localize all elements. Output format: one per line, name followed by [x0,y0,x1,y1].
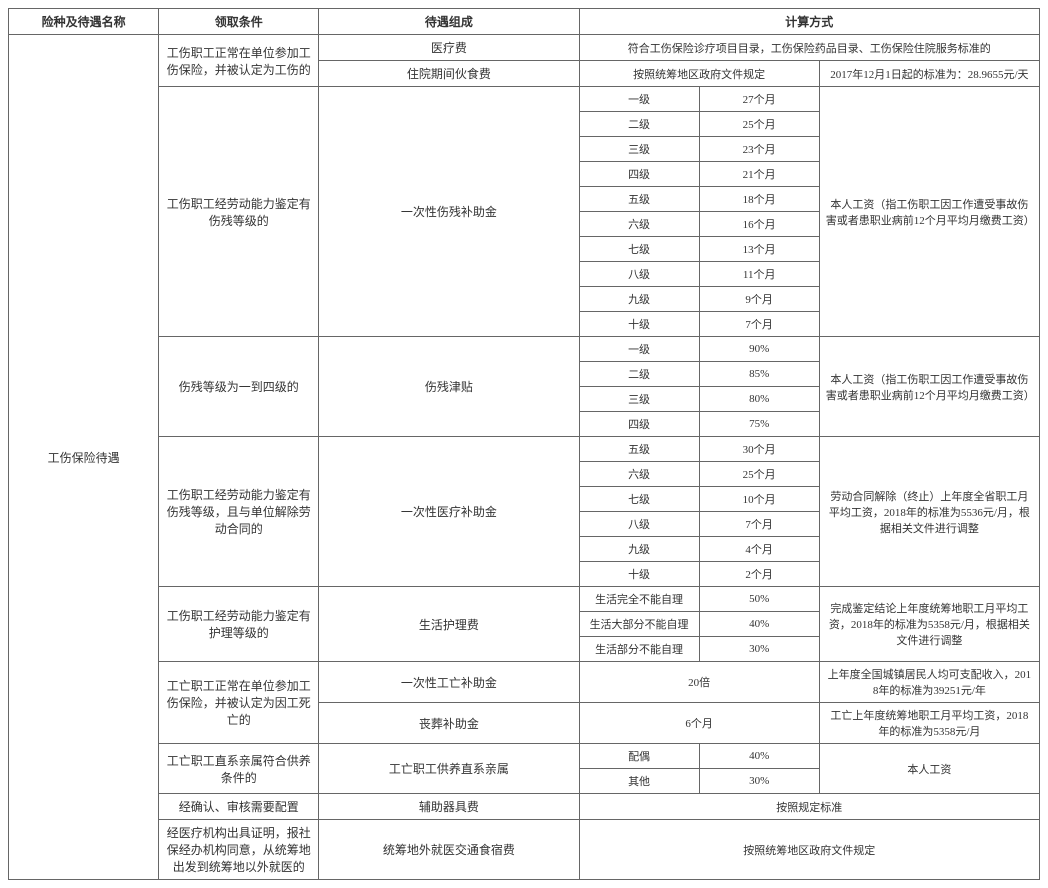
level: 三级 [579,137,699,162]
header-calc: 计算方式 [579,9,1039,35]
condition: 工伤职工经劳动能力鉴定有护理等级的 [159,587,319,662]
condition: 经确认、审核需要配置 [159,794,319,820]
condition: 工伤职工正常在单位参加工伤保险，并被认定为工伤的 [159,35,319,87]
item: 住院期间伙食费 [319,61,579,87]
calc: 符合工伤保险诊疗项目目录，工伤保险药品目录、工伤保险住院服务标准的 [579,35,1039,61]
value: 90% [699,337,819,362]
value: 10个月 [699,487,819,512]
condition: 经医疗机构出具证明，报社保经办机构同意，从统筹地出发到统筹地以外就医的 [159,820,319,880]
value: 13个月 [699,237,819,262]
level: 一级 [579,87,699,112]
level: 九级 [579,287,699,312]
level: 八级 [579,512,699,537]
level: 七级 [579,237,699,262]
note: 本人工资 [819,744,1039,794]
level: 其他 [579,769,699,794]
item: 工亡职工供养直系亲属 [319,744,579,794]
header-condition: 领取条件 [159,9,319,35]
value: 9个月 [699,287,819,312]
item: 丧葬补助金 [319,703,579,744]
value: 7个月 [699,312,819,337]
value: 25个月 [699,112,819,137]
value: 2个月 [699,562,819,587]
level: 七级 [579,487,699,512]
value: 4个月 [699,537,819,562]
item: 辅助器具费 [319,794,579,820]
value: 50% [699,587,819,612]
calc: 按照规定标准 [579,794,1039,820]
level: 十级 [579,312,699,337]
value: 40% [699,744,819,769]
level: 六级 [579,212,699,237]
note: 完成鉴定结论上年度统筹地职工月平均工资，2018年的标准为5358元/月，根据相… [819,587,1039,662]
level: 九级 [579,537,699,562]
level: 一级 [579,337,699,362]
note: 本人工资（指工伤职工因工作遭受事故伤害或者患职业病前12个月平均月缴费工资） [819,87,1039,337]
value: 21个月 [699,162,819,187]
calc: 20倍 [579,662,819,703]
condition: 工伤职工经劳动能力鉴定有伤残等级，且与单位解除劳动合同的 [159,437,319,587]
category-cell: 工伤保险待遇 [9,35,159,880]
value: 30% [699,769,819,794]
value: 75% [699,412,819,437]
level: 二级 [579,362,699,387]
value: 23个月 [699,137,819,162]
level: 六级 [579,462,699,487]
header-item: 待遇组成 [319,9,579,35]
calc: 6个月 [579,703,819,744]
value: 25个月 [699,462,819,487]
value: 7个月 [699,512,819,537]
note: 工亡上年度统筹地职工月平均工资，2018年的标准为5358元/月 [819,703,1039,744]
level: 生活部分不能自理 [579,637,699,662]
value: 80% [699,387,819,412]
level: 五级 [579,437,699,462]
condition: 工亡职工直系亲属符合供养条件的 [159,744,319,794]
level: 生活完全不能自理 [579,587,699,612]
level: 五级 [579,187,699,212]
note: 劳动合同解除（终止）上年度全省职工月平均工资，2018年的标准为5536元/月，… [819,437,1039,587]
condition: 工亡职工正常在单位参加工伤保险，并被认定为因工死亡的 [159,662,319,744]
level: 八级 [579,262,699,287]
condition: 工伤职工经劳动能力鉴定有伤残等级的 [159,87,319,337]
value: 40% [699,612,819,637]
value: 30个月 [699,437,819,462]
calc: 按照统筹地区政府文件规定 [579,820,1039,880]
item: 医疗费 [319,35,579,61]
level: 生活大部分不能自理 [579,612,699,637]
level: 十级 [579,562,699,587]
level: 四级 [579,412,699,437]
level: 配偶 [579,744,699,769]
value: 30% [699,637,819,662]
note: 上年度全国城镇居民人均可支配收入，2018年的标准为39251元/年 [819,662,1039,703]
level: 四级 [579,162,699,187]
value: 18个月 [699,187,819,212]
value: 85% [699,362,819,387]
benefits-table: 险种及待遇名称 领取条件 待遇组成 计算方式 工伤保险待遇 工伤职工正常在单位参… [8,8,1040,880]
calc: 2017年12月1日起的标准为：28.9655元/天 [819,61,1039,87]
level: 三级 [579,387,699,412]
value: 27个月 [699,87,819,112]
note: 本人工资（指工伤职工因工作遭受事故伤害或者患职业病前12个月平均月缴费工资） [819,337,1039,437]
value: 11个月 [699,262,819,287]
condition: 伤残等级为一到四级的 [159,337,319,437]
header-category: 险种及待遇名称 [9,9,159,35]
calc: 按照统筹地区政府文件规定 [579,61,819,87]
item: 统筹地外就医交通食宿费 [319,820,579,880]
level: 二级 [579,112,699,137]
item: 一次性医疗补助金 [319,437,579,587]
value: 16个月 [699,212,819,237]
item: 一次性工亡补助金 [319,662,579,703]
item: 伤残津贴 [319,337,579,437]
item: 一次性伤残补助金 [319,87,579,337]
item: 生活护理费 [319,587,579,662]
